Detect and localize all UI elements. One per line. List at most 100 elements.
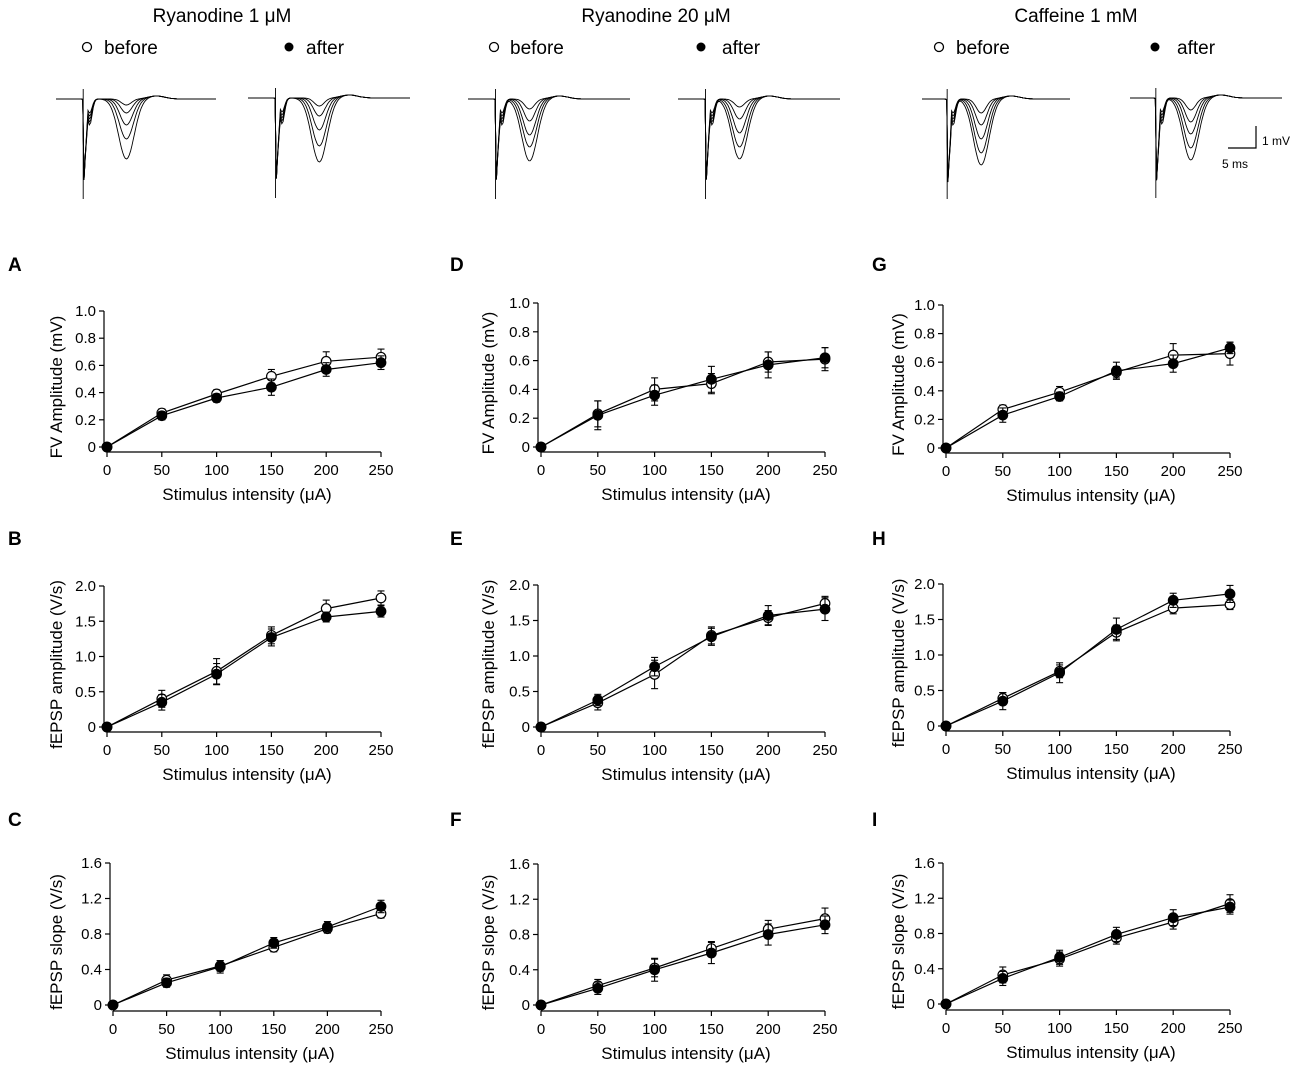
panel-label: F xyxy=(450,810,462,831)
x-axis-label: Stimulus intensity (μA) xyxy=(1006,764,1175,783)
x-tick-label: 50 xyxy=(994,741,1011,758)
data-point-after xyxy=(156,410,168,422)
series-line-before xyxy=(112,913,382,1006)
data-point-after xyxy=(535,721,547,733)
data-point-before xyxy=(375,592,387,604)
data-point-after xyxy=(320,611,332,623)
y-axis-label: FV Amplitude (mV) xyxy=(479,312,498,455)
data-point-after xyxy=(997,409,1009,421)
data-point-after xyxy=(940,720,952,732)
series-line-before xyxy=(945,353,1231,449)
chart-panel-h: H 0 0.5 1.0 1.5 2.0 0 50 100 150 200 250 Stimulus in… xyxy=(872,529,1243,783)
x-tick-label: 0 xyxy=(537,742,545,759)
y-tick-label: 1.0 xyxy=(509,295,530,312)
x-tick-label: 50 xyxy=(153,742,170,759)
data-point-after xyxy=(940,998,952,1010)
data-point-after xyxy=(1167,594,1179,606)
field-potential-trace xyxy=(468,95,630,180)
y-tick-label: 1.0 xyxy=(75,303,96,320)
y-tick-label: 1.0 xyxy=(914,647,935,664)
data-point-after xyxy=(1054,667,1065,679)
y-axis-label: fEPSP slope (V/s) xyxy=(47,874,66,1010)
y-tick-label: 1.5 xyxy=(75,613,96,630)
y-tick-label: 1.5 xyxy=(509,613,530,630)
panel-label: C xyxy=(8,810,22,831)
y-tick-label: 0 xyxy=(522,719,530,736)
data-point-after xyxy=(997,695,1009,707)
legend-before-label: before xyxy=(510,38,564,59)
y-tick-label: 0.8 xyxy=(75,330,96,347)
y-tick-label: 1.0 xyxy=(509,648,530,665)
data-point-after xyxy=(762,929,774,940)
field-potential-trace xyxy=(922,95,1070,183)
panel-label: A xyxy=(8,255,22,276)
x-axis-label: Stimulus intensity (μA) xyxy=(1006,1043,1175,1062)
x-axis-label: Stimulus intensity (μA) xyxy=(601,1044,770,1063)
x-tick-label: 0 xyxy=(103,462,111,479)
series-line-after xyxy=(540,608,826,728)
y-axis-label: fEPSP slope (V/s) xyxy=(479,875,498,1011)
series-line-after xyxy=(540,924,826,1006)
x-tick-label: 0 xyxy=(942,463,950,480)
scale-bar-time: 5 ms xyxy=(1222,157,1248,171)
chart-panel-b: B 0 0.5 1.0 1.5 2.0 0 50 100 150 200 250 Stimulus in… xyxy=(8,529,394,784)
chart-panel-c: C 0 0.4 0.8 1.2 1.6 0 50 100 150 200 250 Stimulus in… xyxy=(8,810,394,1063)
data-point-after xyxy=(156,696,168,708)
series-line-before xyxy=(540,918,826,1006)
field-potential-trace xyxy=(468,95,630,179)
y-tick-label: 0.5 xyxy=(914,683,935,700)
x-axis-label: Stimulus intensity (μA) xyxy=(162,485,331,504)
legend-after-label: after xyxy=(306,38,345,59)
x-tick-label: 250 xyxy=(1217,463,1242,480)
data-point-after xyxy=(375,357,387,369)
data-point-after xyxy=(161,977,173,989)
y-tick-label: 0.4 xyxy=(75,385,96,402)
x-tick-label: 150 xyxy=(1104,463,1129,480)
data-point-after xyxy=(649,964,660,976)
y-tick-label: 1.2 xyxy=(914,890,935,907)
legend-after-marker xyxy=(1150,42,1160,52)
x-axis-label: Stimulus intensity (μA) xyxy=(601,765,770,784)
y-tick-label: 0 xyxy=(522,997,530,1014)
data-point-after xyxy=(706,947,717,959)
y-tick-label: 0.2 xyxy=(509,410,530,427)
x-tick-label: 0 xyxy=(109,1021,117,1038)
y-tick-label: 2.0 xyxy=(509,577,530,594)
data-point-after xyxy=(101,721,113,733)
chart-panel-e: E 0 0.5 1.0 1.5 2.0 0 50 100 150 200 250 Stimulus in… xyxy=(450,529,838,784)
x-tick-label: 150 xyxy=(699,1021,724,1038)
y-tick-label: 0.6 xyxy=(75,357,96,374)
data-point-after xyxy=(706,631,717,643)
x-tick-label: 100 xyxy=(642,1021,667,1038)
panel-label: D xyxy=(450,255,464,276)
y-tick-label: 0.4 xyxy=(509,381,530,398)
y-tick-label: 0 xyxy=(927,440,935,457)
data-point-after xyxy=(320,364,332,375)
field-potential-trace xyxy=(468,95,630,180)
y-tick-label: 1.2 xyxy=(81,891,102,908)
chart-panel-d: D 0 0.2 0.4 0.6 0.8 1.0 0 50 100 150 200 250 Stimulus… xyxy=(450,255,838,504)
x-tick-label: 50 xyxy=(589,462,606,479)
data-point-after xyxy=(214,961,226,973)
x-tick-label: 150 xyxy=(1104,741,1129,758)
x-tick-label: 200 xyxy=(315,1021,340,1038)
data-point-after xyxy=(649,661,660,673)
x-tick-label: 250 xyxy=(368,1021,393,1038)
x-tick-label: 200 xyxy=(314,742,339,759)
data-point-after xyxy=(1224,588,1236,600)
x-tick-label: 250 xyxy=(812,462,837,479)
y-axis-label: fEPSP amplitude (V/s) xyxy=(889,579,908,748)
field-potential-trace xyxy=(468,95,630,180)
series-line-after xyxy=(106,362,382,448)
y-tick-label: 0 xyxy=(94,997,102,1014)
data-point-after xyxy=(535,999,547,1011)
data-point-after xyxy=(375,605,387,617)
field-potential-trace xyxy=(468,95,630,180)
x-tick-label: 50 xyxy=(994,1020,1011,1037)
series-line-before xyxy=(106,356,382,448)
scale-bar-voltage: 1 mV xyxy=(1262,134,1290,148)
legend: before after xyxy=(933,38,1216,59)
field-potential-trace xyxy=(678,95,840,180)
series-line-after xyxy=(945,906,1231,1005)
